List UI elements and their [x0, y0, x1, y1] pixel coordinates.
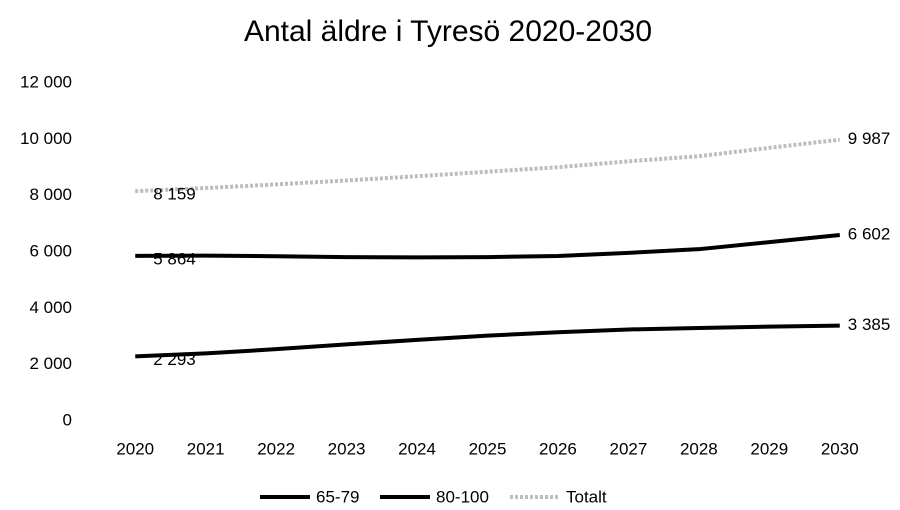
- data-label: 3 385: [848, 315, 891, 334]
- x-tick-label: 2021: [187, 439, 225, 458]
- x-tick-label: 2029: [750, 439, 788, 458]
- x-tick-label: 2022: [257, 439, 295, 458]
- data-label: 6 602: [848, 225, 891, 244]
- x-tick-label: 2027: [609, 439, 647, 458]
- y-tick-label: 10 000: [20, 129, 72, 148]
- x-tick-label: 2020: [116, 439, 154, 458]
- x-tick-label: 2024: [398, 439, 436, 458]
- chart-title: Antal äldre i Tyresö 2020-2030: [244, 15, 652, 48]
- data-label: 8 159: [153, 185, 196, 204]
- x-tick-label: 2026: [539, 439, 577, 458]
- data-label: 2 293: [153, 350, 196, 369]
- y-tick-label: 0: [63, 410, 72, 429]
- x-tick-label: 2028: [680, 439, 718, 458]
- x-tick-label: 2030: [821, 439, 859, 458]
- series-line: [135, 323, 840, 359]
- data-label: 9 987: [848, 129, 891, 148]
- legend-label: 65-79: [316, 487, 359, 506]
- x-tick-label: 2023: [328, 439, 366, 458]
- legend-label: 80-100: [436, 487, 489, 506]
- y-tick-label: 8 000: [29, 185, 72, 204]
- x-tick-label: 2025: [469, 439, 507, 458]
- series-line: [135, 137, 841, 194]
- data-label: 5 864: [153, 249, 196, 268]
- y-tick-label: 12 000: [20, 72, 72, 91]
- y-tick-label: 2 000: [29, 354, 72, 373]
- legend-label: Totalt: [566, 487, 607, 506]
- y-tick-label: 4 000: [29, 298, 72, 317]
- y-tick-label: 6 000: [29, 241, 72, 260]
- series-line: [135, 233, 840, 260]
